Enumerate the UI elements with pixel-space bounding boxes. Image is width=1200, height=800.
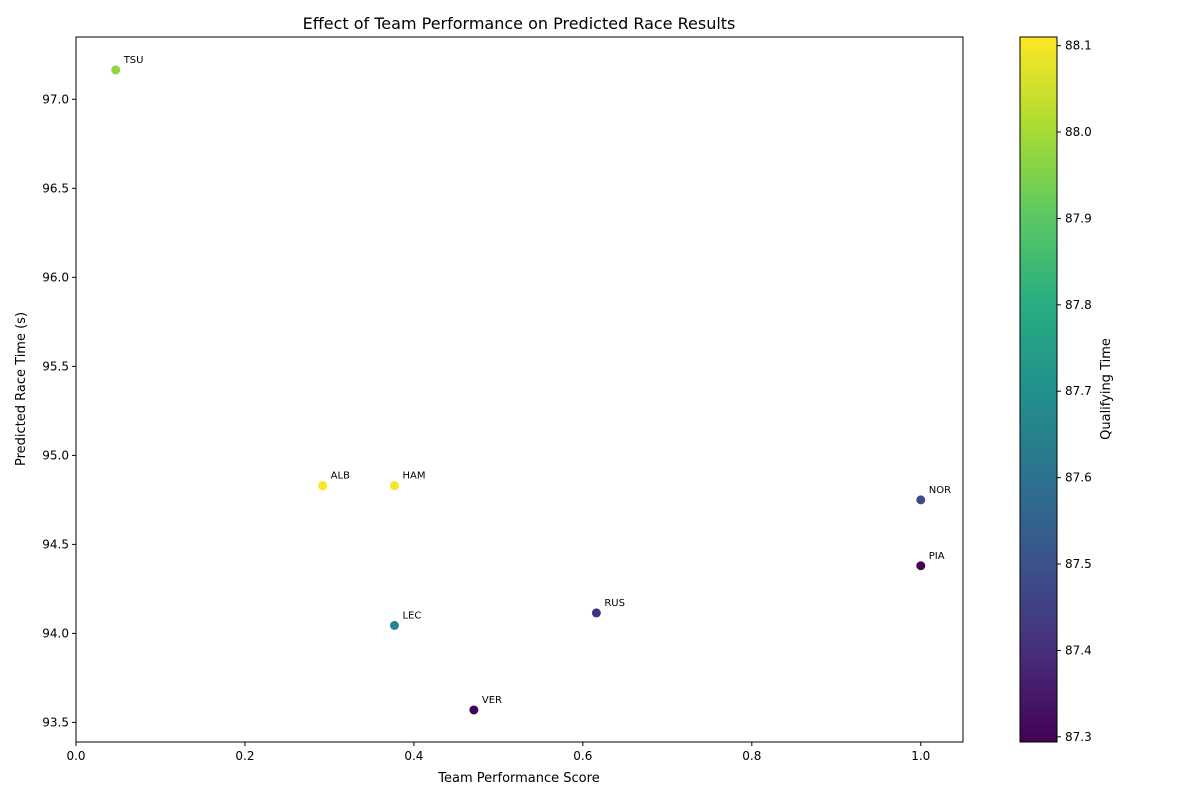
data-point-nor xyxy=(916,495,926,505)
point-label-rus: RUS xyxy=(604,598,625,609)
y-tick-label: 94.0 xyxy=(42,626,69,640)
data-point-lec xyxy=(389,620,399,630)
x-tick-label: 0.6 xyxy=(573,749,592,763)
x-tick-label: 0.0 xyxy=(66,749,85,763)
plot-frame xyxy=(75,36,964,743)
colorbar-tick-label: 88.1 xyxy=(1065,39,1092,53)
x-axis: 0.0 0.2 0.4 0.6 0.8 1.0 xyxy=(66,742,930,763)
colorbar-tick-label: 87.5 xyxy=(1065,557,1092,571)
x-axis-label: Team Performance Score xyxy=(437,771,599,786)
colorbar-ticks: 87.3 87.4 87.5 87.6 87.7 87.8 87.9 88.0 88.1 xyxy=(1057,39,1092,744)
plot-area: TSU ALB HAM NOR PIA RUS LEC VER xyxy=(111,55,951,715)
colorbar-tick-label: 87.4 xyxy=(1065,643,1092,657)
colorbar-label: Qualifying Time xyxy=(1099,338,1114,440)
point-label-lec: LEC xyxy=(402,610,421,621)
y-tick-label: 96.5 xyxy=(42,181,69,195)
colorbar-tick-label: 87.7 xyxy=(1065,384,1092,398)
point-label-ham: HAM xyxy=(402,471,425,482)
colorbar: 87.3 87.4 87.5 87.6 87.7 87.8 87.9 88.0 88.1 Qua… xyxy=(1019,36,1114,744)
point-label-nor: NOR xyxy=(929,485,951,496)
point-label-ver: VER xyxy=(482,695,502,706)
y-tick-label: 94.5 xyxy=(42,537,69,551)
x-tick-label: 1.0 xyxy=(911,749,930,763)
data-point-alb xyxy=(318,481,328,491)
y-tick-label: 93.5 xyxy=(42,715,69,729)
y-axis: 93.5 94.0 94.5 95.0 95.5 96.0 96.5 97.0 xyxy=(42,92,76,729)
y-tick-label: 95.5 xyxy=(42,359,69,373)
colorbar-tick-label: 88.0 xyxy=(1065,125,1092,139)
point-label-alb: ALB xyxy=(331,471,350,482)
colorbar-tick-label: 87.3 xyxy=(1065,730,1092,744)
colorbar-tick-label: 87.9 xyxy=(1065,211,1092,225)
y-tick-label: 96.0 xyxy=(42,270,69,284)
y-tick-label: 95.0 xyxy=(42,448,69,462)
chart-title: Effect of Team Performance on Predicted … xyxy=(303,14,736,33)
data-point-ver xyxy=(469,705,479,715)
colorbar-tick-label: 87.8 xyxy=(1065,298,1092,312)
data-point-pia xyxy=(916,561,926,571)
colorbar-tick-label: 87.6 xyxy=(1065,471,1092,485)
x-tick-label: 0.4 xyxy=(404,749,423,763)
y-tick-label: 97.0 xyxy=(42,92,69,106)
x-tick-label: 0.8 xyxy=(742,749,761,763)
data-point-rus xyxy=(591,608,601,618)
point-label-pia: PIA xyxy=(929,551,945,562)
y-axis-label: Predicted Race Time (s) xyxy=(14,312,29,466)
data-point-tsu xyxy=(111,65,121,75)
colorbar-gradient xyxy=(1019,36,1058,743)
point-label-tsu: TSU xyxy=(123,55,144,66)
x-tick-label: 0.2 xyxy=(235,749,254,763)
data-point-ham xyxy=(389,481,399,491)
